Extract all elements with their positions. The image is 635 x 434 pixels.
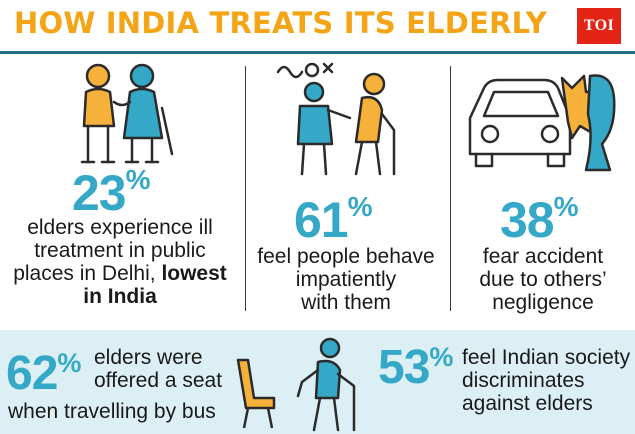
stat-description-3: fear accident due to others’ negligence [479,245,607,314]
car-accident-icon [468,74,616,172]
stat-percent-2: 61% [294,191,373,248]
stat-percent-1: 23% [72,164,151,221]
stat-percent-3: 38% [500,191,579,248]
bottom-band: 62% elders were offered a seat when trav… [0,330,635,434]
header-rule [0,51,635,54]
bottom-percent-left: 62% [6,347,82,400]
bus-seat-icon [236,358,276,429]
bottom-text-right: feel Indian society discriminates agains… [462,346,631,415]
bottom-text-left: elders were offered a seat [94,346,223,392]
toi-logo: TOI [577,8,621,44]
header: HOW INDIA TREATS ITS ELDERLY TOI [0,0,635,50]
page-title: HOW INDIA TREATS ITS ELDERLY [14,6,547,40]
bottom-percent-right: 53% [378,341,454,394]
stat-description-1: elders experience ill treatment in publi… [13,216,227,308]
impatient-people-icon [276,62,396,176]
bottom-text-left-line3: when travelling by bus [8,400,216,423]
elder-with-cane-icon [296,337,356,432]
elderly-couple-icon [80,63,174,164]
column-divider-1 [245,66,246,311]
stat-description-2: feel people behave impatiently with them [257,245,435,314]
column-divider-2 [450,66,451,311]
